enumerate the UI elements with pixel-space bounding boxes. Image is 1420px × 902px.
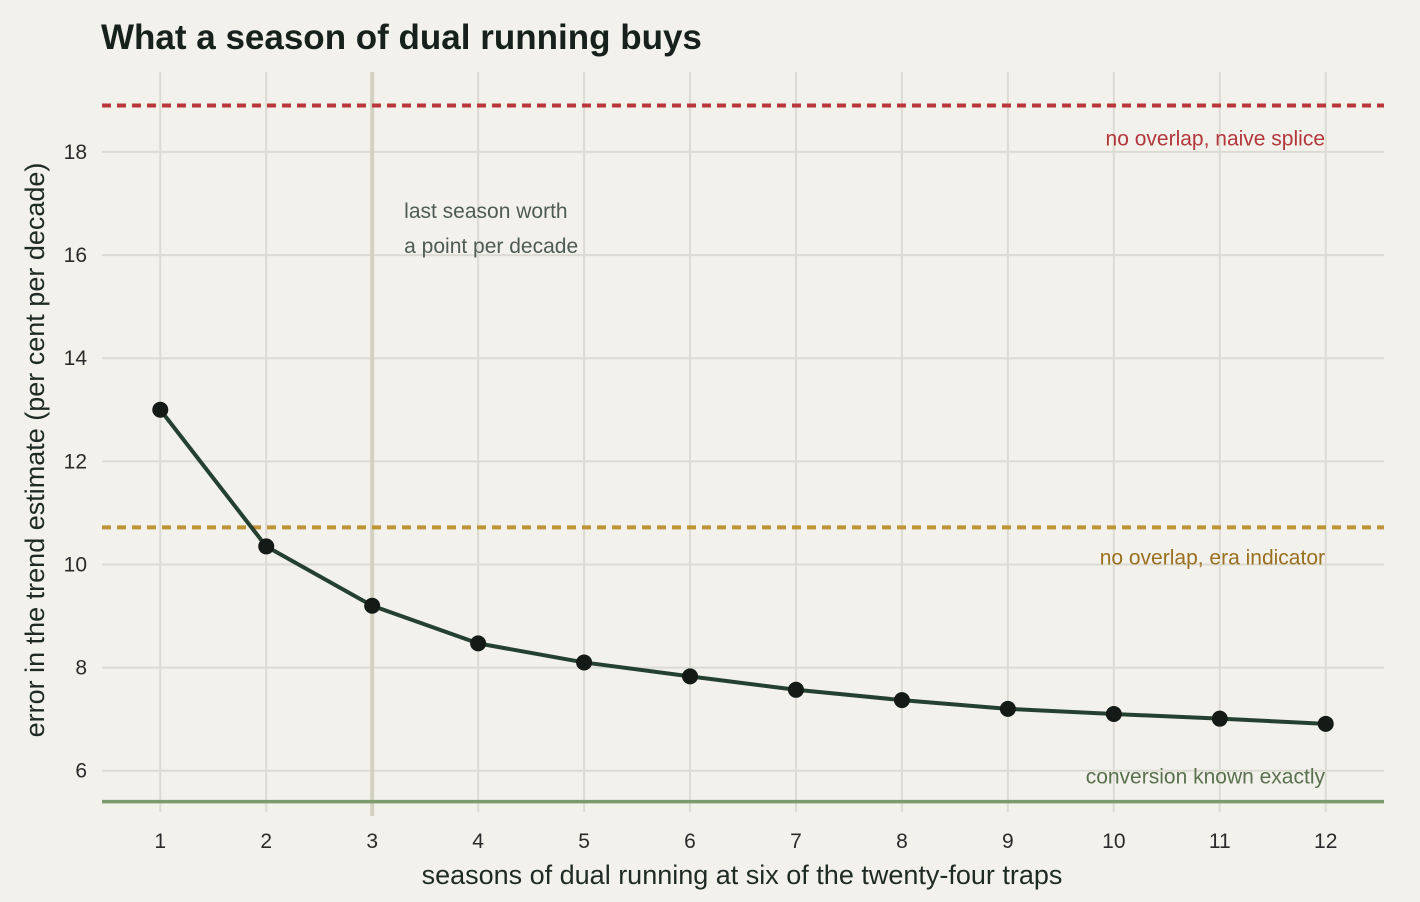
data-point: [470, 635, 487, 652]
chart-title: What a season of dual running buys: [101, 18, 702, 57]
grid: [102, 72, 1384, 812]
y-tick-label: 12: [64, 450, 87, 473]
y-tick-label: 8: [75, 657, 87, 680]
reference-line-label: no overlap, naive splice: [1106, 128, 1325, 151]
x-tick-label: 12: [1314, 830, 1337, 853]
data-point: [152, 401, 169, 418]
x-tick-label: 8: [896, 830, 908, 853]
data-point: [258, 538, 275, 555]
x-tick-label: 10: [1102, 830, 1125, 853]
y-tick-label: 6: [75, 760, 87, 783]
x-tick-label: 2: [260, 830, 272, 853]
series-line: [158, 407, 1328, 726]
series: [152, 401, 1334, 732]
reference-line-label: conversion known exactly: [1086, 766, 1326, 789]
reference-lines: [102, 103, 1384, 804]
reference-line-label: no overlap, era indicator: [1100, 546, 1325, 569]
data-point: [1317, 715, 1334, 732]
data-point: [1211, 710, 1228, 727]
y-tick-label: 18: [64, 141, 87, 164]
x-tick-label: 6: [684, 830, 696, 853]
vertical-marker-label: last season worth: [404, 200, 567, 223]
data-point: [1105, 706, 1122, 723]
data-point: [682, 668, 699, 685]
data-point: [364, 597, 381, 614]
data-point: [999, 700, 1016, 717]
x-tick-label: 5: [578, 830, 590, 853]
x-tick-label: 9: [1002, 830, 1014, 853]
data-point: [893, 692, 910, 709]
y-axis-title: error in the trend estimate (per cent pe…: [20, 163, 50, 738]
annotations: no overlap, naive splice no overlap, era …: [404, 128, 1325, 789]
x-tick-label: 4: [472, 830, 484, 853]
x-axis-title: seasons of dual running at six of the tw…: [422, 860, 1063, 890]
y-tick-label: 14: [64, 347, 88, 370]
vertical-marker-label: a point per decade: [404, 235, 578, 258]
data-point: [787, 681, 804, 698]
data-point: [576, 654, 593, 671]
x-tick-label: 3: [366, 830, 378, 853]
x-tick-label: 7: [790, 830, 802, 853]
x-tick-label: 11: [1209, 830, 1231, 853]
y-tick-label: 16: [64, 244, 87, 267]
y-tick-label: 10: [64, 553, 87, 576]
x-tick-label: 1: [154, 830, 166, 853]
